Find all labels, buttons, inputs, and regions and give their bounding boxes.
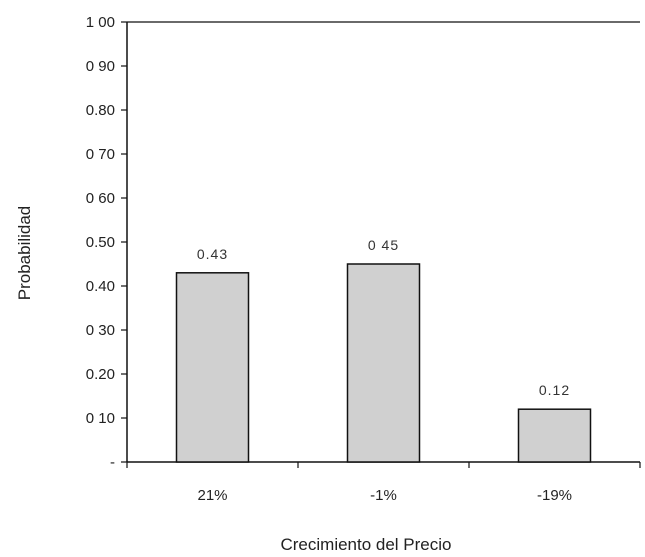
y-tick-label: 1 00 — [86, 14, 115, 31]
x-tick-label: -19% — [537, 487, 572, 504]
y-tick-label: 0 60 — [86, 190, 115, 207]
bar-data-label: 0.43 — [197, 246, 228, 262]
bar-data-label: 0.12 — [539, 382, 570, 398]
y-tick-label: 0.40 — [86, 278, 115, 295]
y-tick-label: 0 10 — [86, 410, 115, 427]
x-axis-title: Crecimiento del Precio — [280, 535, 451, 554]
x-tick-label: -1% — [370, 487, 397, 504]
y-tick-label: 0.20 — [86, 366, 115, 383]
y-tick-label: 0.80 — [86, 102, 115, 119]
y-tick-label: 0 90 — [86, 58, 115, 75]
y-tick-label: 0.50 — [86, 234, 115, 251]
x-axis-ticks: 21% -1% -19% — [126, 462, 641, 504]
x-tick-label: 21% — [197, 487, 227, 504]
y-tick-label: 0 70 — [86, 146, 115, 163]
y-tick-label: - — [110, 454, 115, 471]
y-axis-title: Probabilidad — [15, 206, 34, 301]
bar — [175, 272, 250, 463]
y-tick-label: 0 30 — [86, 322, 115, 339]
bars: 0.43 0 45 0.12 — [175, 237, 592, 463]
bar — [346, 263, 421, 463]
y-axis-ticks: - 0 10 0.20 0 30 0.40 0.50 0 60 0 70 0.80 0 90 1 0… — [86, 14, 127, 471]
bar-data-label: 0 45 — [368, 237, 399, 253]
bar — [517, 408, 592, 463]
